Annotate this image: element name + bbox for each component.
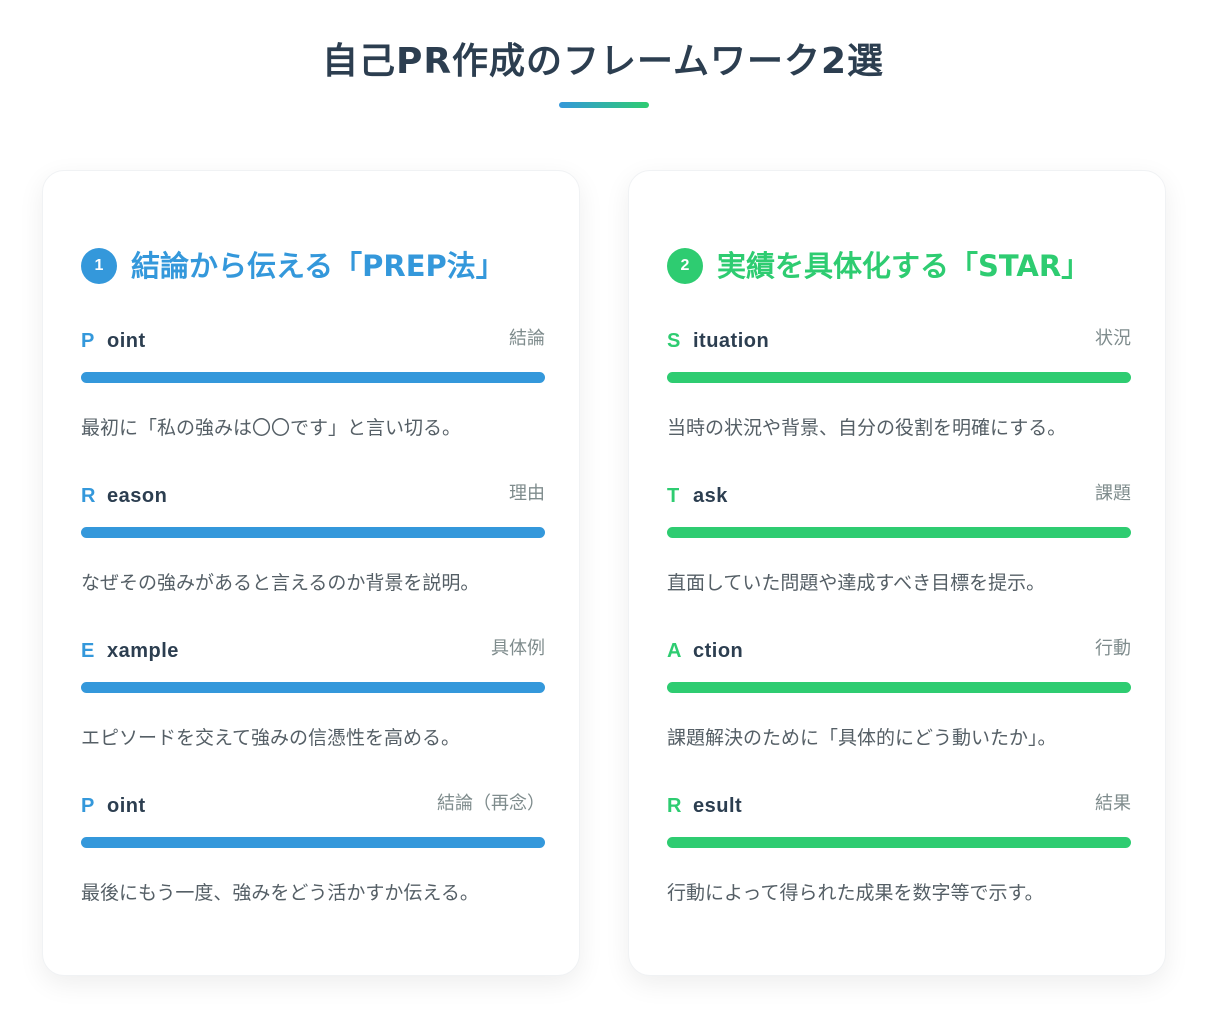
step-description: 直面していた問題や達成すべき目標を提示。 bbox=[667, 572, 1046, 594]
step-header: E xample 具体例 bbox=[81, 636, 545, 666]
step-word: oint bbox=[107, 795, 146, 817]
prep-step-point: P oint 結論 最初に「私の強みは〇〇です」と言い切る。 bbox=[81, 326, 545, 456]
step-word: oint bbox=[107, 330, 146, 352]
star-step-action: A ction 行動 課題解決のために「具体的にどう動いたか」。 bbox=[667, 636, 1131, 766]
step-japanese-label: 状況 bbox=[1095, 328, 1131, 349]
step-word: ask bbox=[693, 485, 728, 507]
step-letter: P bbox=[81, 330, 95, 352]
prep-step-point-again: P oint 結論（再念） 最後にもう一度、強みをどう活かすか伝える。 bbox=[81, 791, 545, 921]
star-card-header: 2 実績を具体化する「STAR」 bbox=[667, 246, 1090, 286]
step-description: 課題解決のために「具体的にどう動いたか」。 bbox=[667, 727, 1057, 749]
step-description: 行動によって得られた成果を数字等で示す。 bbox=[667, 882, 1044, 904]
step-description: なぜその強みがあると言えるのか背景を説明。 bbox=[81, 572, 480, 594]
step-bar bbox=[81, 682, 545, 693]
star-card-title: 実績を具体化する「STAR」 bbox=[717, 249, 1091, 283]
step-header: T ask 課題 bbox=[667, 481, 1131, 511]
star-card: 2 実績を具体化する「STAR」 S ituation 状況 当時の状況や背景、… bbox=[628, 170, 1166, 976]
step-bar bbox=[81, 372, 545, 383]
step-bar bbox=[667, 837, 1131, 848]
step-japanese-label: 結論 bbox=[509, 328, 545, 349]
title-underline bbox=[559, 102, 649, 108]
step-description: 最初に「私の強みは〇〇です」と言い切る。 bbox=[81, 417, 462, 439]
step-bar bbox=[667, 527, 1131, 538]
prep-card-header: 1 結論から伝える「PREP法」 bbox=[81, 246, 505, 286]
prep-step-example: E xample 具体例 エピソードを交えて強みの信憑性を高める。 bbox=[81, 636, 545, 766]
star-step-situation: S ituation 状況 当時の状況や背景、自分の役割を明確にする。 bbox=[667, 326, 1131, 456]
star-step-result: R esult 結果 行動によって得られた成果を数字等で示す。 bbox=[667, 791, 1131, 921]
step-letter: T bbox=[667, 485, 680, 507]
page-title: 自己PR作成のフレームワーク2選 bbox=[321, 41, 885, 82]
step-letter: A bbox=[667, 640, 682, 662]
step-bar bbox=[81, 527, 545, 538]
step-letter: R bbox=[81, 485, 96, 507]
prep-card-title: 結論から伝える「PREP法」 bbox=[131, 249, 505, 283]
step-header: P oint 結論 bbox=[81, 326, 545, 356]
step-japanese-label: 結論（再念） bbox=[437, 793, 545, 814]
step-header: R esult 結果 bbox=[667, 791, 1131, 821]
step-japanese-label: 課題 bbox=[1095, 483, 1131, 504]
step-japanese-label: 理由 bbox=[509, 483, 545, 504]
step-word: esult bbox=[693, 795, 743, 817]
step-word: eason bbox=[107, 485, 168, 507]
step-japanese-label: 行動 bbox=[1095, 638, 1131, 659]
step-word: ction bbox=[693, 640, 744, 662]
step-word: ituation bbox=[693, 330, 770, 352]
step-bar bbox=[667, 372, 1131, 383]
prep-card: 1 結論から伝える「PREP法」 P oint 結論 最初に「私の強みは〇〇です… bbox=[42, 170, 580, 976]
step-description: 最後にもう一度、強みをどう活かすか伝える。 bbox=[81, 882, 479, 904]
step-japanese-label: 結果 bbox=[1095, 793, 1131, 814]
step-word: xample bbox=[107, 640, 179, 662]
step-header: R eason 理由 bbox=[81, 481, 545, 511]
step-bar bbox=[667, 682, 1131, 693]
step-letter: E bbox=[81, 640, 95, 662]
star-step-task: T ask 課題 直面していた問題や達成すべき目標を提示。 bbox=[667, 481, 1131, 611]
number-badge: 1 bbox=[81, 248, 117, 284]
step-header: A ction 行動 bbox=[667, 636, 1131, 666]
step-description: 当時の状況や背景、自分の役割を明確にする。 bbox=[667, 417, 1067, 439]
step-letter: S bbox=[667, 330, 681, 352]
step-letter: P bbox=[81, 795, 95, 817]
step-letter: R bbox=[667, 795, 682, 817]
step-japanese-label: 具体例 bbox=[491, 638, 545, 659]
step-description: エピソードを交えて強みの信憑性を高める。 bbox=[81, 727, 461, 749]
step-header: P oint 結論（再念） bbox=[81, 791, 545, 821]
step-header: S ituation 状況 bbox=[667, 326, 1131, 356]
prep-step-reason: R eason 理由 なぜその強みがあると言えるのか背景を説明。 bbox=[81, 481, 545, 611]
number-badge: 2 bbox=[667, 248, 703, 284]
step-bar bbox=[81, 837, 545, 848]
